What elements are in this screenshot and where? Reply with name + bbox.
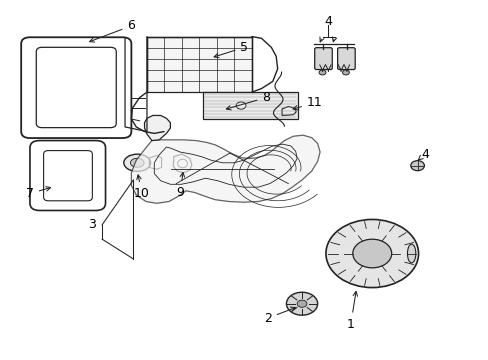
Ellipse shape xyxy=(123,154,150,171)
Ellipse shape xyxy=(407,244,415,263)
Circle shape xyxy=(319,70,325,75)
Text: 5: 5 xyxy=(214,41,248,58)
Text: 10: 10 xyxy=(134,175,150,200)
Polygon shape xyxy=(131,135,320,203)
Text: 3: 3 xyxy=(88,218,96,231)
Text: 8: 8 xyxy=(226,91,270,110)
FancyBboxPatch shape xyxy=(337,48,354,69)
Text: 1: 1 xyxy=(346,292,357,331)
Text: 6: 6 xyxy=(89,19,135,42)
Polygon shape xyxy=(144,116,170,140)
Ellipse shape xyxy=(130,158,144,167)
Text: 11: 11 xyxy=(293,96,322,110)
Text: 9: 9 xyxy=(176,172,184,199)
Bar xyxy=(147,37,251,92)
Text: 4: 4 xyxy=(417,148,428,161)
Text: 2: 2 xyxy=(264,307,295,325)
Circle shape xyxy=(342,70,348,75)
Text: 4: 4 xyxy=(324,15,332,28)
Bar xyxy=(203,92,298,119)
Circle shape xyxy=(410,161,424,171)
FancyBboxPatch shape xyxy=(314,48,331,69)
Circle shape xyxy=(325,220,418,288)
Circle shape xyxy=(352,239,391,268)
Circle shape xyxy=(286,292,317,315)
Circle shape xyxy=(297,300,306,307)
Text: 7: 7 xyxy=(26,187,50,200)
Circle shape xyxy=(236,102,245,109)
